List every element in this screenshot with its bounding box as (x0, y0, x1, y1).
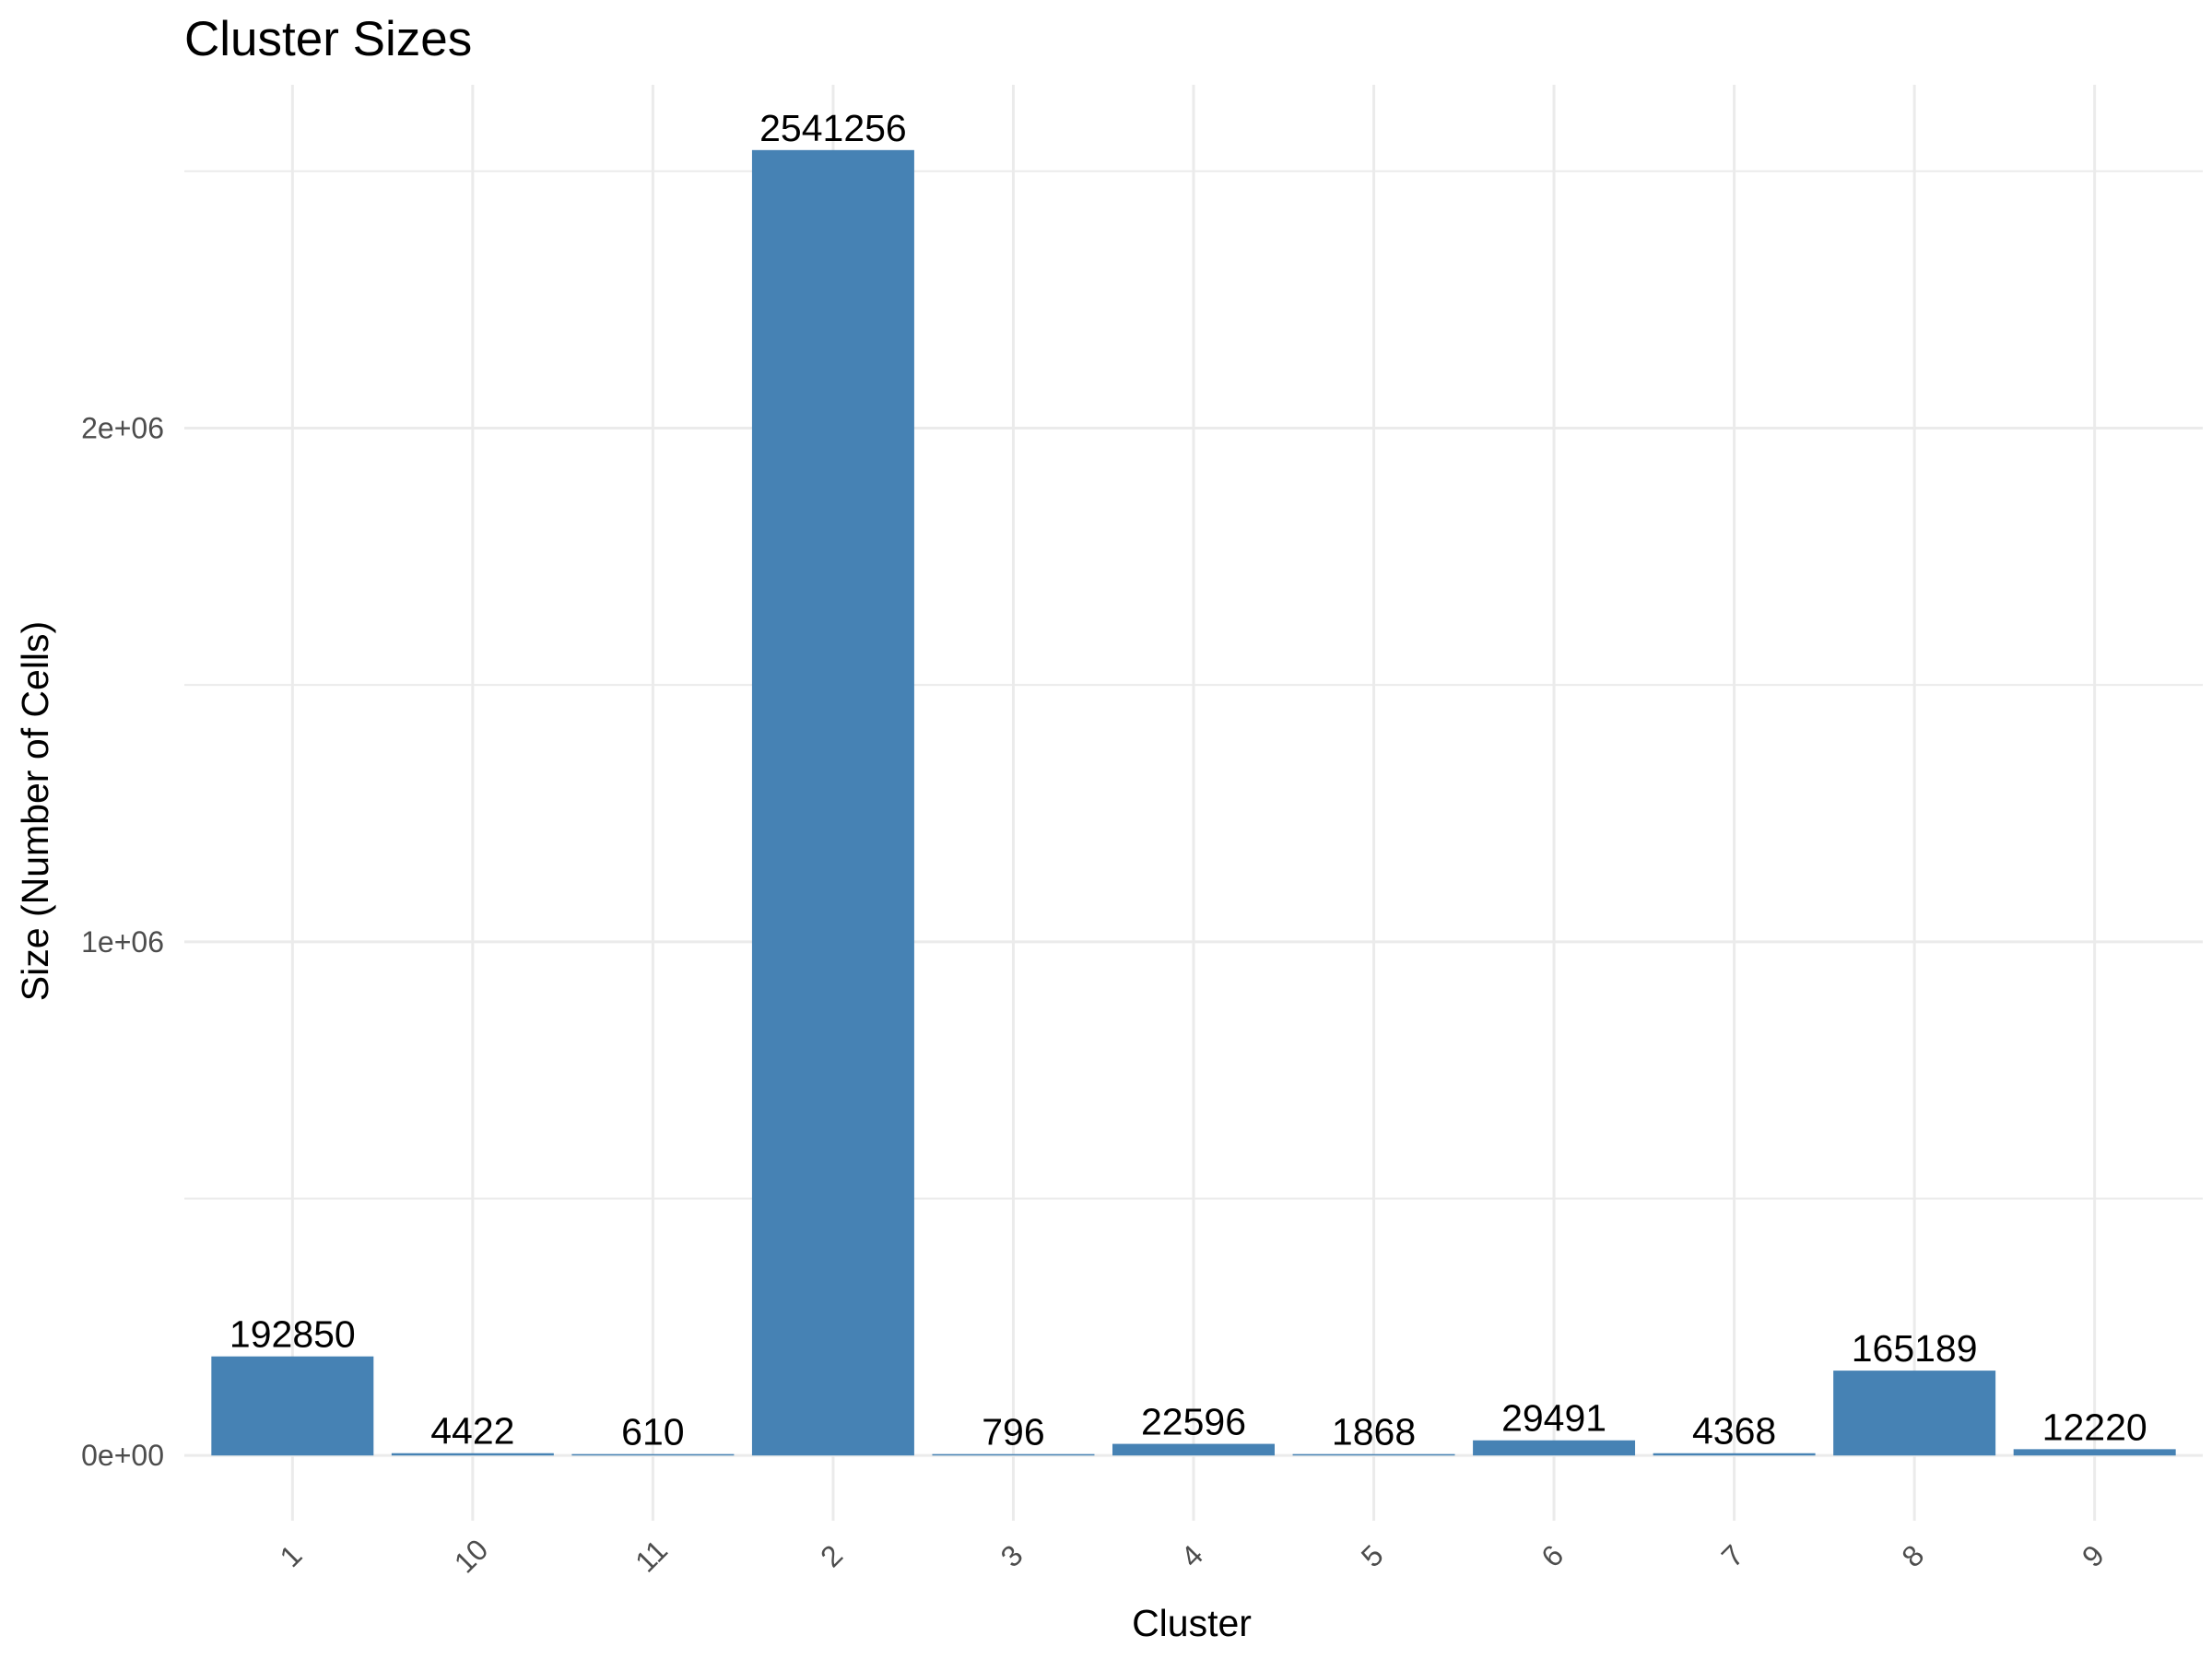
y-tick-label: 2e+06 (81, 411, 164, 444)
data-label-cluster-7: 4368 (1692, 1410, 1776, 1453)
bar-cluster-2 (751, 149, 914, 1456)
x-tick-label: 8 (1895, 1538, 1930, 1573)
bar-cluster-8 (1833, 1371, 1996, 1456)
chart-title: Cluster Sizes (184, 12, 472, 66)
y-tick-label: 0e+00 (81, 1439, 164, 1472)
x-tick-label: 6 (1535, 1538, 1570, 1573)
x-tick-label: 9 (2076, 1538, 2111, 1573)
data-label-cluster-9: 12220 (2042, 1406, 2147, 1448)
bar-cluster-1 (211, 1356, 374, 1456)
data-label-cluster-5: 1868 (1332, 1411, 1416, 1453)
bar-cluster-9 (2013, 1449, 2176, 1456)
data-labels: 192850 4422 610 2541256 796 22596 1868 29491 436… (229, 107, 2147, 1453)
data-label-cluster-2: 2541256 (759, 107, 907, 149)
y-tick-label: 1e+06 (81, 925, 164, 959)
data-label-cluster-8: 165189 (1852, 1327, 1978, 1370)
x-tick-label: 10 (448, 1533, 495, 1580)
bar-cluster-6 (1473, 1440, 1636, 1456)
x-tick-label: 11 (629, 1534, 674, 1579)
bar-cluster-7 (1653, 1453, 1816, 1456)
x-axis-title: Cluster (1132, 1602, 1252, 1644)
data-label-cluster-6: 29491 (1501, 1397, 1606, 1440)
data-label-cluster-10: 4422 (430, 1410, 514, 1453)
bar-cluster-4 (1112, 1443, 1275, 1456)
data-label-cluster-4: 22596 (1141, 1401, 1246, 1443)
bar-cluster-5 (1292, 1453, 1455, 1456)
y-axis-ticks: 0e+00 1e+06 2e+06 (81, 411, 164, 1472)
y-axis-title: Size (Number of Cells) (14, 621, 56, 1001)
bar-cluster-11 (571, 1453, 735, 1456)
x-tick-label: 7 (1715, 1538, 1750, 1573)
bars (211, 149, 2176, 1456)
data-label-cluster-11: 610 (621, 1411, 684, 1453)
grid-lines (184, 85, 2203, 1521)
bar-cluster-10 (391, 1453, 554, 1456)
x-tick-label: 2 (814, 1538, 849, 1573)
x-axis-ticks: 1 10 11 2 3 4 5 6 7 8 9 (274, 1533, 2111, 1580)
x-tick-label: 5 (1355, 1538, 1390, 1573)
data-label-cluster-1: 192850 (229, 1313, 356, 1356)
x-tick-label: 3 (994, 1538, 1030, 1573)
x-tick-label: 1 (274, 1538, 309, 1573)
x-tick-label: 4 (1174, 1538, 1209, 1573)
bar-cluster-3 (932, 1453, 1095, 1456)
data-label-cluster-3: 796 (982, 1411, 1044, 1453)
